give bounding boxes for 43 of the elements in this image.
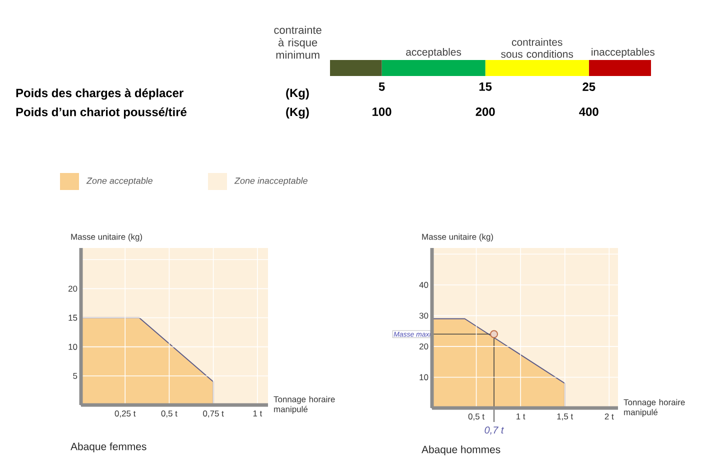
x-axis-title: Tonnage horaire manipulé — [624, 399, 685, 417]
text: Abaque femmes — [70, 442, 146, 452]
x-tick-label: 1 t — [253, 410, 262, 416]
text: 200 — [476, 108, 495, 116]
x-axis-title: Tonnage horaire manipulé — [274, 396, 335, 414]
bar — [382, 60, 486, 76]
y-tick-label: 20 — [419, 343, 428, 350]
x-tick-label: 0,25 t — [114, 410, 136, 418]
bar — [485, 60, 589, 76]
series-label: contraintes sous conditions — [501, 38, 574, 58]
legend-label: Zone acceptable — [86, 177, 152, 186]
bar — [588, 60, 652, 76]
x-tick-label: 15 — [479, 82, 492, 91]
y-tick-label: 5 — [73, 372, 78, 379]
x-tick-label: 5 — [378, 82, 385, 91]
x-tick-label: 1,5 t — [557, 414, 574, 420]
legend-label: Zone inacceptable — [234, 177, 308, 186]
y-axis-title: Masse unitaire (kg) — [71, 234, 142, 242]
y-tick-label: 10 — [420, 374, 428, 380]
y-tick-label: 30 — [419, 312, 428, 319]
text: (Kg) — [286, 88, 309, 100]
y-tick-label: 20 — [68, 286, 78, 292]
bar — [330, 60, 382, 76]
y-tick-label: 40 — [419, 282, 428, 288]
x-tick-label: 25 — [582, 82, 596, 91]
x-tick-label: 2 t — [604, 414, 614, 420]
text: 400 — [579, 108, 598, 116]
x-tick-label: 0,75 t — [203, 410, 224, 418]
annotation: 0,7 t — [484, 426, 504, 435]
x-tick-label: 0,5 t — [161, 410, 178, 418]
text: 100 — [372, 108, 392, 116]
y-axis-title: Masse unitaire (kg) — [422, 234, 493, 242]
text: Poids des charges à déplacer — [16, 88, 184, 100]
x-tick-label: 0,5 t — [468, 414, 484, 420]
series-label: contrainte à risque minimum — [274, 26, 322, 59]
series-label: inacceptables — [592, 48, 655, 58]
text: (Kg) — [286, 107, 309, 119]
series-label: acceptables — [406, 48, 462, 58]
x-tick-label: 1 t — [516, 414, 526, 420]
text: Abaque hommes — [422, 446, 500, 456]
y-tick-label: 15 — [68, 314, 78, 321]
y-tick-label: 10 — [68, 344, 78, 350]
text: Poids d’un chariot poussé/tiré — [16, 107, 187, 119]
